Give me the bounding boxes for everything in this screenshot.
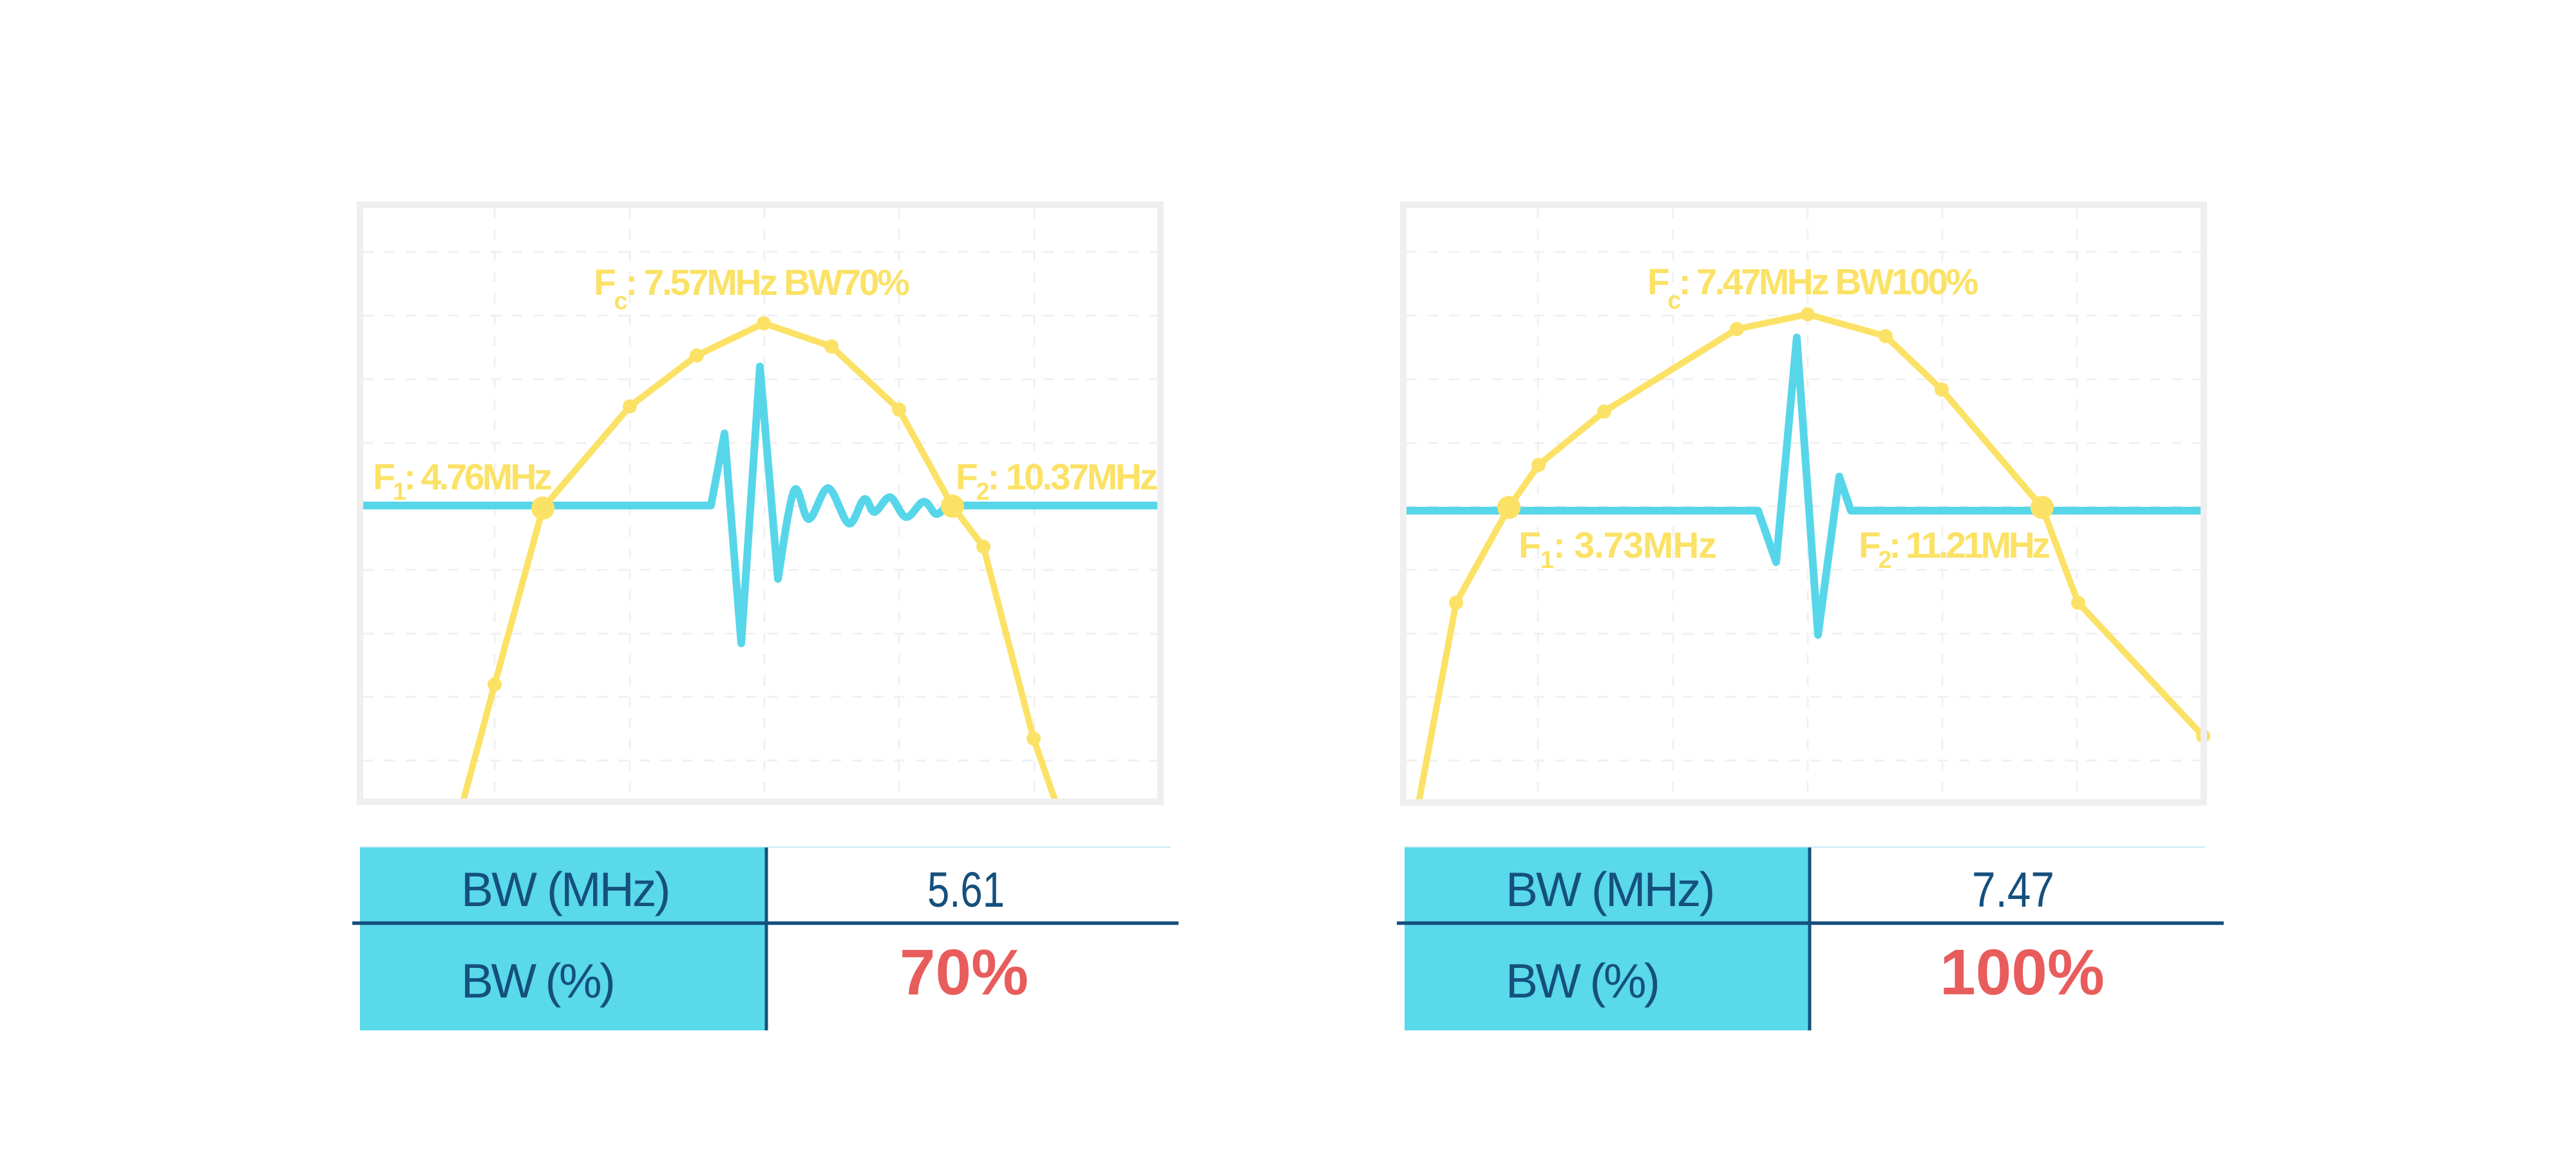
svg-text:BW (MHz): BW (MHz) bbox=[1506, 862, 1714, 916]
svg-text:70%: 70% bbox=[900, 936, 1028, 1008]
svg-text:F2: 10.37MHz: F2: 10.37MHz bbox=[956, 457, 1157, 506]
svg-text:F2: 11.21MHz: F2: 11.21MHz bbox=[1859, 525, 2049, 574]
svg-text:BW (%): BW (%) bbox=[1506, 954, 1658, 1008]
svg-text:Fc: 7.47MHz BW100%: Fc: 7.47MHz BW100% bbox=[1647, 261, 1978, 314]
svg-text:BW (%): BW (%) bbox=[461, 954, 613, 1008]
svg-text:BW (MHz): BW (MHz) bbox=[461, 862, 669, 916]
svg-text:F1: 3.73MHz: F1: 3.73MHz bbox=[1519, 525, 1716, 574]
svg-text:7.47: 7.47 bbox=[1972, 862, 2054, 918]
svg-text:Fc: 7.57MHz BW70%: Fc: 7.57MHz BW70% bbox=[594, 262, 909, 315]
svg-text:100%: 100% bbox=[1940, 936, 2105, 1008]
svg-text:F1: 4.76MHz: F1: 4.76MHz bbox=[373, 457, 551, 506]
svg-text:5.61: 5.61 bbox=[927, 862, 1005, 918]
